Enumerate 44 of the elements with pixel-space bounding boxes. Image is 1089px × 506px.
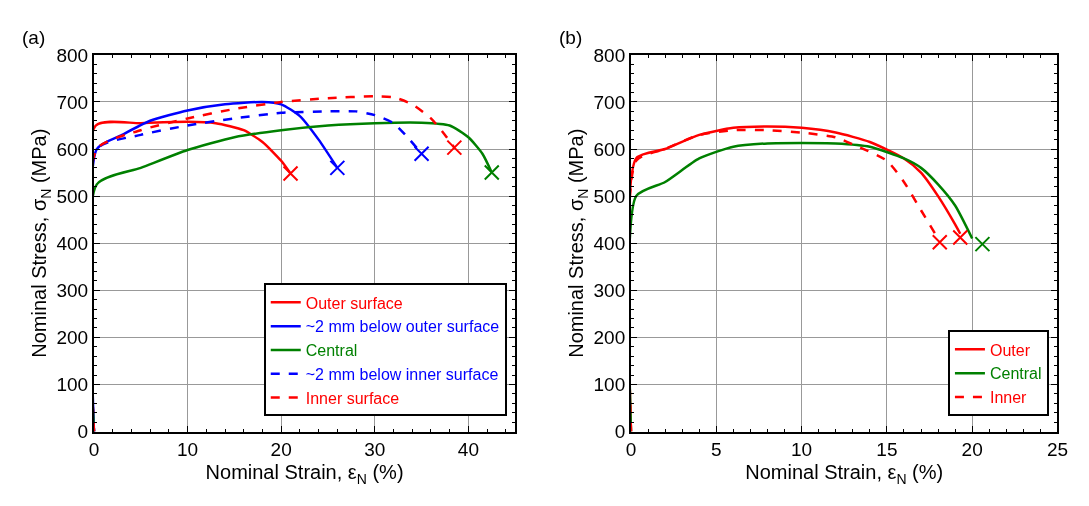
x-tick-label: 40 (457, 439, 479, 461)
x-tick-label: 15 (876, 439, 898, 461)
point (413, 145, 430, 162)
y-tick-label: 200 (56, 327, 89, 349)
x-axis-title: Nominal Strain, ε$_{N}$ (%) (745, 461, 944, 487)
y-tick-label: 400 (593, 232, 626, 254)
y-tick-label: 100 (593, 374, 626, 396)
legend-label: Central (305, 342, 358, 360)
y-tick-label: 700 (593, 91, 626, 113)
y-tick-label: 800 (593, 44, 626, 66)
legend-label: Outer (989, 341, 1031, 359)
y-tick-label: 0 (614, 421, 626, 443)
y-tick-label: 500 (593, 185, 626, 207)
legend-label: Inner surface (305, 389, 400, 407)
chart-title: (b) (559, 27, 583, 48)
y-tick-label: 300 (593, 279, 626, 301)
chart-title: (a) (22, 27, 46, 48)
point (483, 164, 500, 181)
x-tick-label: 5 (711, 439, 722, 461)
x-tick-label: 10 (791, 439, 813, 461)
y-tick-label: 600 (56, 138, 89, 160)
x-tick-label: 20 (961, 439, 983, 461)
y-tick-label: 500 (56, 185, 89, 207)
legend-label: ~2 mm below inner surface (305, 366, 499, 383)
y-tick-label: 100 (56, 374, 89, 396)
point (329, 159, 346, 176)
y-tick-label: 700 (56, 91, 89, 113)
x-tick-label: 10 (177, 439, 199, 461)
legend-label: Inner (989, 389, 1028, 407)
y-tick-label: 200 (593, 327, 626, 349)
legend-label: Outer surface (305, 294, 403, 312)
x-axis-title: Nominal Strain, ε$_{N}$ (%) (205, 461, 404, 487)
y-tick-label: 0 (77, 421, 89, 443)
y-tick-label: 400 (56, 232, 89, 254)
y-tick-label: 800 (56, 44, 89, 66)
legend-label: ~2 mm below outer surface (305, 318, 500, 336)
x-tick-label: 20 (270, 439, 292, 461)
legend-label: Central (989, 365, 1042, 383)
point (282, 165, 299, 182)
y-tick-label: 600 (593, 138, 626, 160)
y-tick-label: 300 (56, 279, 89, 301)
x-tick-label: 25 (1046, 439, 1069, 461)
point (446, 139, 463, 156)
x-tick-label: 30 (364, 439, 386, 461)
